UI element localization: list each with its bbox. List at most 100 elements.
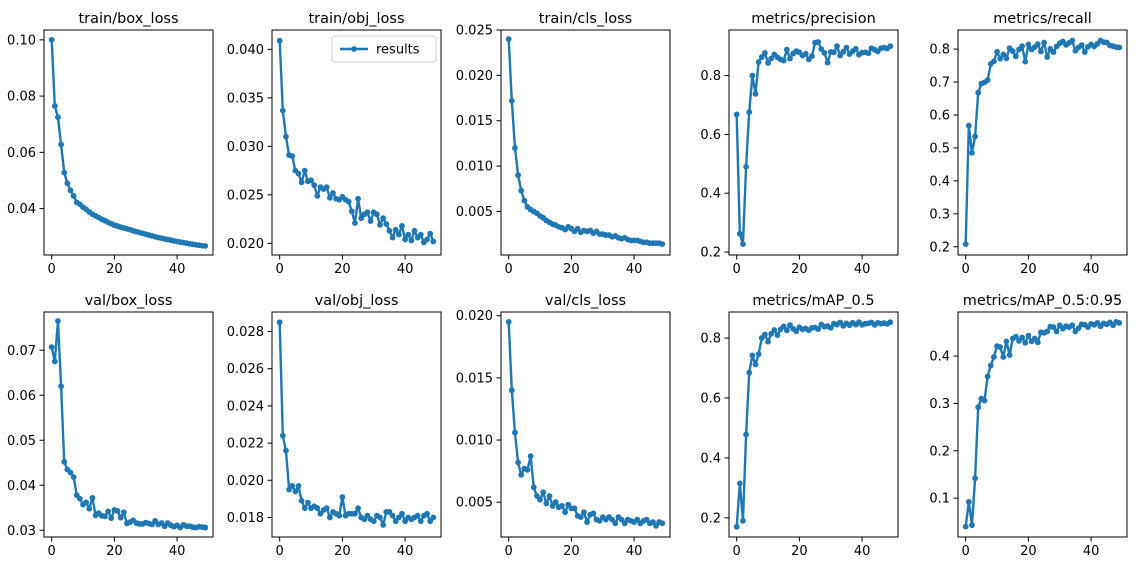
data-point <box>1069 322 1076 329</box>
data-point <box>508 97 515 104</box>
data-point <box>824 59 831 66</box>
data-point <box>427 230 434 237</box>
data-point <box>749 72 756 79</box>
data-point <box>984 77 991 83</box>
data-point <box>768 55 775 62</box>
data-point <box>1012 333 1019 340</box>
data-point <box>736 480 743 487</box>
subplot-title: metrics/precision <box>751 11 876 27</box>
data-point <box>780 323 787 330</box>
data-point <box>512 429 518 436</box>
axes-frame <box>271 29 442 256</box>
subplot-title: train/cls_loss <box>539 11 632 27</box>
data-point <box>752 361 759 368</box>
data-point <box>1053 328 1060 335</box>
data-point <box>283 133 289 140</box>
data-point <box>962 241 969 248</box>
data-point <box>1034 41 1041 48</box>
data-point <box>279 107 286 114</box>
data-point <box>612 520 619 527</box>
data-point <box>571 505 578 512</box>
data-point <box>380 215 387 222</box>
data-point <box>389 512 396 519</box>
y-tick-label: 0.3 <box>929 207 950 222</box>
x-tick-label: 40 <box>169 262 186 277</box>
subplot-title: train/obj_loss <box>309 11 405 27</box>
data-point <box>58 383 64 390</box>
data-point <box>505 36 512 42</box>
data-point <box>408 237 415 244</box>
y-tick-label: 0.2 <box>700 246 721 261</box>
subplot-title: val/cls_loss <box>545 293 626 309</box>
data-point <box>1044 328 1051 335</box>
data-point <box>830 49 837 56</box>
x-tick-label: 40 <box>854 544 871 559</box>
data-point <box>355 195 361 202</box>
data-point <box>377 222 383 228</box>
data-point <box>749 352 756 359</box>
x-tick-label: 20 <box>791 262 808 277</box>
data-point <box>202 243 209 249</box>
data-point <box>659 241 666 248</box>
subplot-7: val/obj_loss 0 20 40 0.018 0.020 0.022 0.024 0.0… <box>227 293 442 559</box>
series-results <box>48 36 209 249</box>
data-point <box>1019 43 1026 50</box>
data-point <box>659 520 666 527</box>
data-point <box>1025 332 1032 339</box>
y-tick-label: 0.040 <box>227 43 264 58</box>
data-point <box>298 497 305 504</box>
data-point <box>540 489 547 496</box>
data-point <box>301 167 308 174</box>
x-tick-label: 40 <box>626 262 643 277</box>
data-point <box>323 505 330 512</box>
data-point <box>508 387 515 394</box>
data-point <box>417 518 424 525</box>
data-point <box>323 184 330 191</box>
data-point <box>527 453 534 460</box>
x-tick-label: 40 <box>169 544 186 559</box>
data-point <box>834 43 840 50</box>
data-point <box>417 231 424 238</box>
data-point <box>352 220 358 226</box>
data-point <box>581 509 587 516</box>
data-point <box>984 373 991 380</box>
data-point <box>336 512 343 519</box>
data-point <box>352 510 358 517</box>
series-results <box>48 318 209 531</box>
data-point <box>380 522 387 528</box>
y-tick-label: 0.020 <box>227 237 264 252</box>
data-point <box>314 192 321 199</box>
data-point <box>377 514 383 521</box>
data-point <box>746 369 753 376</box>
data-point <box>537 496 543 503</box>
data-point <box>975 89 982 96</box>
data-point <box>1078 42 1085 49</box>
y-tick-label: 0.025 <box>227 188 264 203</box>
data-point <box>295 170 302 177</box>
y-tick-label: 0.6 <box>929 108 950 123</box>
data-point <box>117 514 124 521</box>
subplot-8: val/cls_loss 0 20 40 0.005 0.010 0.015 0.020 <box>456 293 671 559</box>
axes-frame <box>43 29 214 256</box>
y-tick-label: 0.026 <box>227 362 264 377</box>
data-point <box>755 59 762 65</box>
data-point <box>1003 55 1010 62</box>
data-point <box>865 50 872 57</box>
data-point <box>518 187 525 194</box>
data-point <box>108 515 115 521</box>
data-point <box>852 45 859 52</box>
x-tick-label: 40 <box>1083 544 1100 559</box>
y-tick-label: 0.010 <box>456 434 493 449</box>
y-tick-label: 0.08 <box>7 90 36 105</box>
axes-frame <box>728 311 899 538</box>
data-point <box>1006 352 1013 359</box>
data-point <box>543 500 550 507</box>
subplot-title: val/box_loss <box>85 293 173 309</box>
y-tick-label: 0.035 <box>227 91 264 106</box>
series-results <box>962 37 1123 248</box>
x-tick-label: 20 <box>1020 544 1037 559</box>
data-point <box>402 236 408 243</box>
x-tick-label: 20 <box>334 544 351 559</box>
data-point <box>61 458 68 465</box>
data-point <box>1022 339 1029 346</box>
